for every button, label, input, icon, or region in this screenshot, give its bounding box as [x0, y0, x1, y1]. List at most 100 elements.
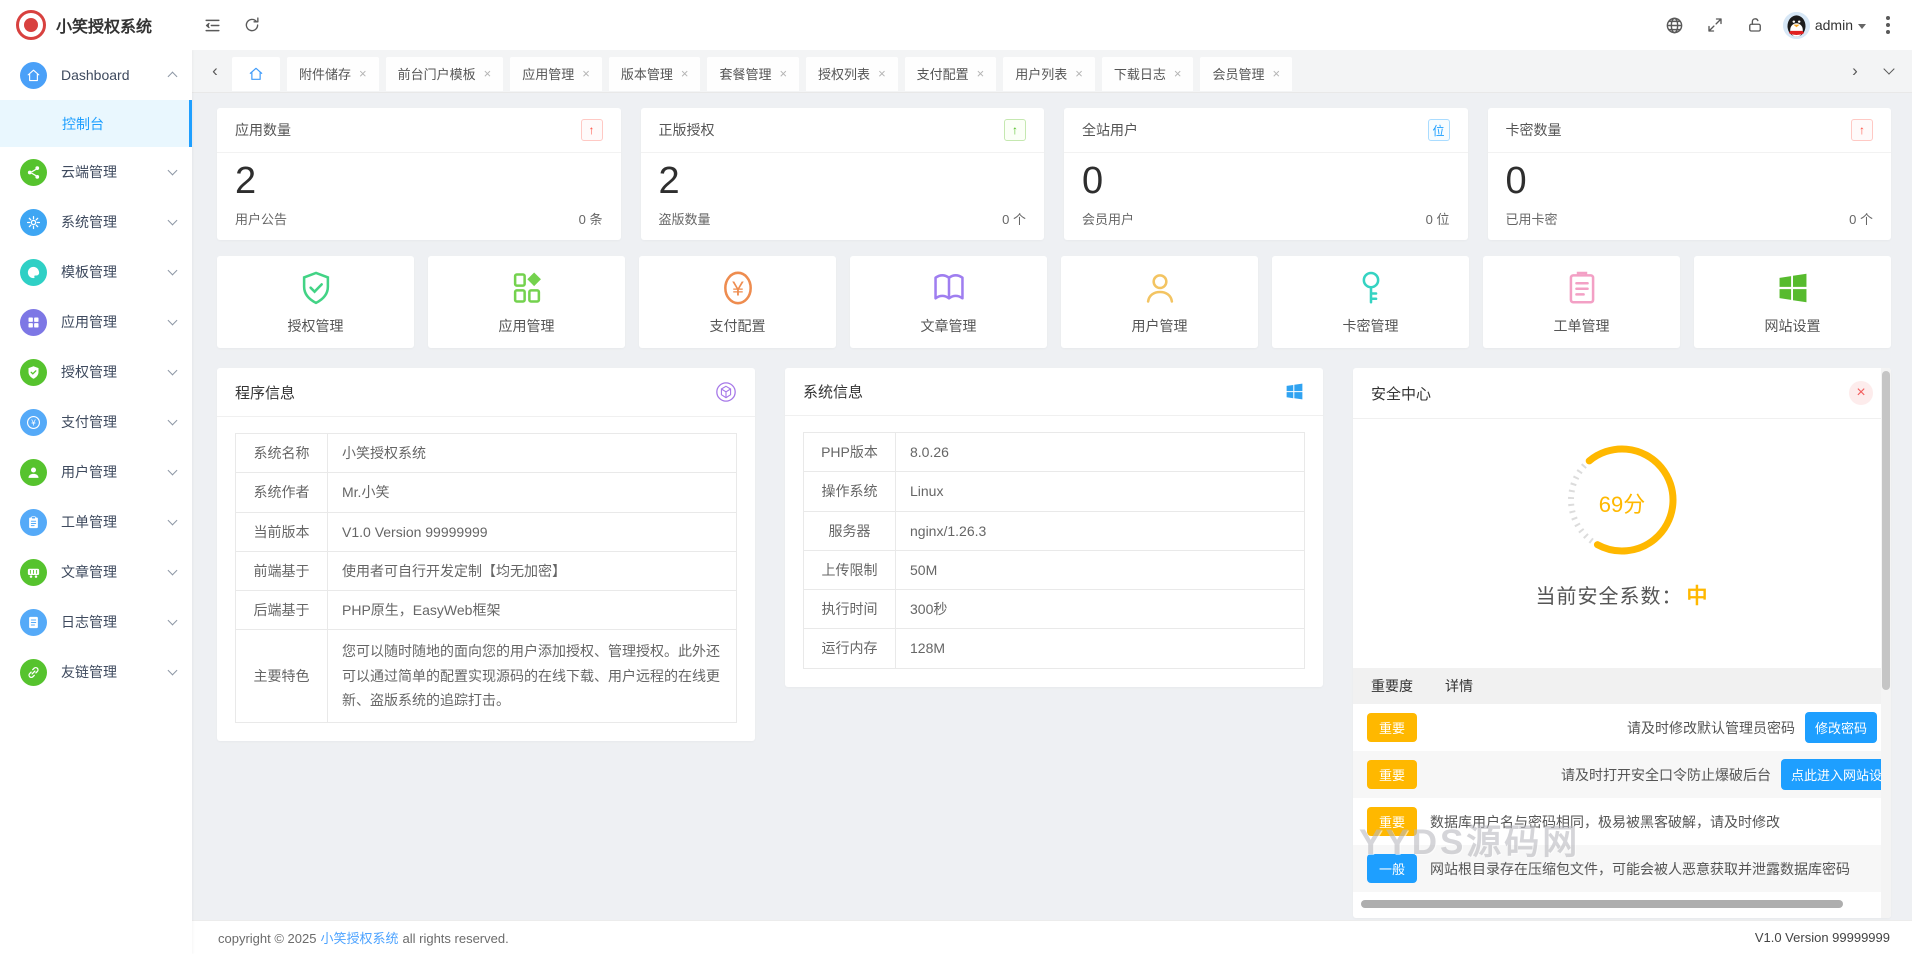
sidebar-item-article[interactable]: 文章管理 — [0, 547, 192, 597]
site-link[interactable]: 小笑授权系统 — [320, 931, 399, 946]
stat-value: 0 — [1505, 160, 1527, 202]
tabs-menu-icon[interactable] — [1872, 50, 1906, 93]
security-row: 重要 数据库用户名与密码相同，极易被黑客破解，请及时修改 — [1353, 798, 1891, 845]
panel-title: 安全中心 — [1371, 385, 1432, 403]
windows-icon — [1779, 273, 1806, 302]
sidebar-item-dashboard[interactable]: Dashboard — [0, 50, 192, 100]
tab-portal-template[interactable]: 前台门户模板 × — [385, 56, 504, 91]
sidebar-item-console[interactable]: 控制台 — [0, 100, 192, 147]
quick-cardkey-management[interactable]: 卡密管理 — [1272, 256, 1469, 348]
horizontal-scrollbar[interactable] — [1361, 900, 1843, 908]
close-icon[interactable]: × — [1849, 381, 1873, 405]
tab-user-list[interactable]: 用户列表 × — [1003, 56, 1095, 91]
sidebar-item-template[interactable]: 模板管理 — [0, 247, 192, 297]
close-icon[interactable]: × — [779, 66, 788, 81]
tab-app-management[interactable]: 应用管理 × — [510, 56, 602, 91]
sidebar-item-payment[interactable]: ¥ 支付管理 — [0, 397, 192, 447]
share-icon — [20, 158, 47, 186]
tabs-scroll-right-icon[interactable]: › — [1852, 61, 1858, 80]
close-icon[interactable]: × — [976, 66, 985, 81]
vertical-scrollbar[interactable] — [1882, 371, 1890, 690]
stat-value: 2 — [658, 160, 680, 202]
chevron-down-icon — [167, 615, 178, 626]
close-icon[interactable]: × — [359, 66, 367, 81]
system-info-table: PHP版本 8.0.26 操作系统 Linux 服务器 nginx/1.26.3 上传… — [803, 431, 1305, 669]
tab-home[interactable] — [232, 56, 280, 91]
sidebar-item-friendlink[interactable]: 友链管理 — [0, 647, 192, 697]
apps-grid-icon — [20, 308, 47, 336]
quick-article-management[interactable]: 文章管理 — [850, 256, 1047, 348]
quick-payment-config[interactable]: ¥ 支付配置 — [639, 256, 836, 348]
severity-badge: 一般 — [1367, 854, 1418, 883]
panel-title: 程序信息 — [235, 384, 296, 402]
chevron-down-icon — [167, 465, 178, 476]
quick-workorder-management[interactable]: 工单管理 — [1483, 256, 1680, 348]
stat-value: 2 — [235, 160, 257, 202]
collapse-menu-icon[interactable] — [192, 0, 232, 50]
tab-license-list[interactable]: 授权列表 × — [806, 56, 898, 91]
shield-check-icon — [20, 358, 47, 386]
cube-circle-icon — [716, 382, 736, 402]
lock-icon[interactable] — [1735, 0, 1775, 50]
shield-check-icon — [302, 271, 329, 304]
sidebar-item-app[interactable]: 应用管理 — [0, 297, 192, 347]
quick-license-management[interactable]: 授权管理 — [217, 256, 414, 348]
refresh-icon[interactable] — [232, 0, 272, 50]
panel-title: 系统信息 — [803, 384, 864, 401]
quick-site-settings[interactable]: 网站设置 — [1694, 256, 1891, 348]
unit-badge-icon: 位 — [1427, 119, 1450, 141]
language-globe-icon[interactable] — [1655, 0, 1695, 50]
close-icon[interactable]: × — [1272, 66, 1281, 81]
chevron-down-icon — [167, 415, 178, 426]
sidebar-item-log[interactable]: 日志管理 — [0, 597, 192, 647]
arrow-up-badge-icon: ↑ — [580, 119, 603, 141]
close-icon[interactable]: × — [582, 66, 590, 81]
close-icon[interactable]: × — [878, 66, 886, 81]
dashboard-content: 应用数量 ↑ 2 用户公告 0 条 正版授权 ↑ 2 盗版数量 0 个 全站用户位 0 … — [192, 93, 1912, 920]
windows-icon — [1286, 383, 1303, 400]
chevron-down-icon — [167, 315, 178, 326]
tab-package-management[interactable]: 套餐管理 × — [707, 56, 800, 91]
username-label: admin — [1814, 17, 1853, 33]
severity-badge: 重要 — [1367, 760, 1418, 789]
sidebar-item-license[interactable]: 授权管理 — [0, 347, 192, 397]
tabs-scroll-left-icon[interactable]: ‹ — [212, 61, 218, 80]
version-label: V1.0 Version 99999999 — [1754, 930, 1890, 945]
sidebar: Dashboard 控制台 云端管理 系统管理 模板管理 应用管理 — [0, 50, 192, 954]
tab-version-management[interactable]: 版本管理 × — [608, 56, 701, 91]
svg-text:¥: ¥ — [30, 418, 36, 427]
chevron-down-icon — [167, 215, 178, 226]
tab-attachment-storage[interactable]: 附件储存 × — [287, 56, 379, 91]
article-icon — [20, 558, 47, 586]
avatar — [1782, 11, 1810, 39]
close-icon[interactable]: × — [1075, 66, 1083, 81]
open-site-settings-button[interactable]: 点此进入网站设置打开 — [1780, 759, 1891, 790]
severity-badge: 重要 — [1367, 807, 1418, 836]
tab-download-log[interactable]: 下载日志 × — [1101, 56, 1194, 91]
security-row: 重要 请及时修改默认管理员密码 修改密码 — [1353, 704, 1891, 751]
sidebar-item-user[interactable]: 用户管理 — [0, 447, 192, 497]
book-icon — [933, 273, 964, 300]
quick-app-management[interactable]: 应用管理 — [428, 256, 625, 348]
security-row: 一般 网站根目录存在压缩包文件，可能会被人恶意获取并泄露数据库密码 — [1353, 845, 1891, 892]
sidebar-item-cloud[interactable]: 云端管理 — [0, 147, 192, 197]
home-icon — [20, 61, 47, 89]
quick-user-management[interactable]: 用户管理 — [1061, 256, 1258, 348]
arrow-up-badge-icon: ↑ — [1851, 119, 1873, 141]
tab-member-management[interactable]: 会员管理 × — [1200, 56, 1293, 91]
change-password-button[interactable]: 修改密码 — [1804, 712, 1877, 743]
security-row: 重要 请及时打开安全口令防止爆破后台 点此进入网站设置打开 — [1353, 751, 1891, 798]
app-title: 小笑授权系统 — [56, 19, 153, 36]
user-menu[interactable]: admin — [1775, 0, 1874, 50]
log-file-icon — [20, 608, 47, 636]
more-menu-icon[interactable] — [1874, 16, 1902, 34]
close-icon[interactable]: × — [1173, 66, 1182, 81]
tab-payment-config[interactable]: 支付配置 × — [904, 56, 997, 91]
sidebar-item-system[interactable]: 系统管理 — [0, 197, 192, 247]
close-icon[interactable]: × — [483, 66, 492, 81]
sidebar-item-workorder[interactable]: 工单管理 — [0, 497, 192, 547]
security-level-line: 当前安全系数：中 — [1535, 585, 1709, 608]
close-icon[interactable]: × — [680, 66, 689, 81]
chevron-down-icon — [167, 365, 178, 376]
fullscreen-icon[interactable] — [1695, 0, 1735, 50]
